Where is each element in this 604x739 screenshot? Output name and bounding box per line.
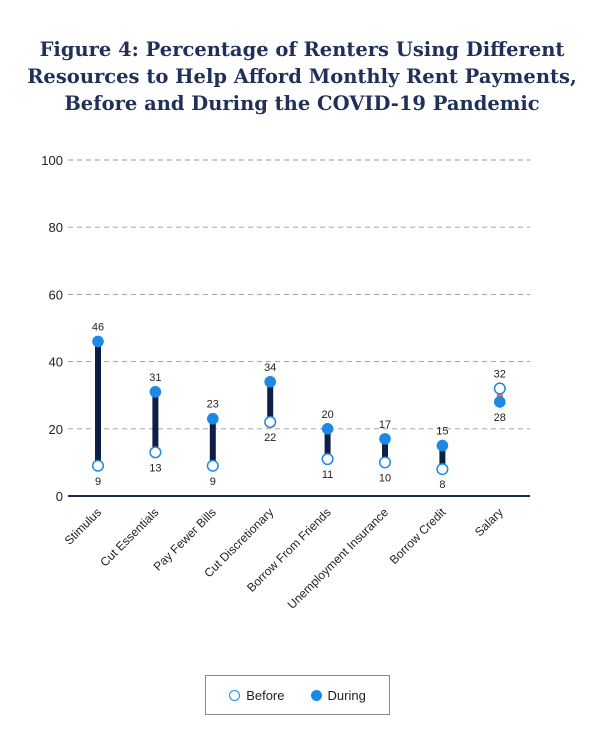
before-point (378, 456, 392, 469)
x-tick-label: Borrow Credit (387, 505, 449, 567)
during-point (207, 412, 219, 425)
data-label: 32 (494, 368, 506, 380)
x-tick-label: Unemployment Insurance (285, 505, 392, 612)
legend: Before During (205, 675, 390, 715)
y-tick-label: 80 (49, 220, 63, 235)
x-tick-label: Stimulus (62, 505, 104, 547)
during-marker-icon (310, 689, 322, 701)
data-label: 31 (149, 372, 161, 384)
data-label: 15 (436, 426, 448, 438)
legend-label-during: During (327, 687, 366, 703)
before-point (149, 446, 162, 459)
chart-title: Figure 4: Percentage of Renters Using Di… (0, 36, 604, 117)
y-tick-label: 100 (41, 153, 63, 168)
before-point (264, 416, 277, 429)
data-label: 9 (95, 476, 101, 488)
before-marker-icon (229, 689, 241, 701)
during-point (436, 439, 449, 452)
data-label: 23 (207, 399, 219, 411)
x-tick-label: Cut Essentials (97, 505, 161, 569)
y-tick-label: 60 (49, 287, 63, 302)
before-point (206, 459, 219, 472)
legend-item-before: Before (229, 687, 285, 703)
data-label: 9 (210, 476, 216, 488)
before-point (91, 459, 105, 472)
x-tick-label: Salary (472, 505, 506, 539)
data-label: 11 (322, 469, 333, 481)
legend-item-during: During (310, 687, 366, 703)
data-label: 46 (92, 321, 104, 333)
during-point (494, 396, 506, 408)
data-label: 10 (379, 472, 391, 484)
during-point (92, 335, 104, 348)
data-label: 13 (149, 462, 161, 474)
title-line-3: Before and During the COVID-19 Pandemic (64, 92, 540, 115)
data-label: 22 (264, 432, 276, 444)
data-label: 17 (379, 419, 391, 431)
data-label: 20 (321, 409, 333, 421)
during-point (149, 386, 162, 398)
legend-label-before: Before (246, 687, 285, 703)
chart-area: 0 20 40 60 80 100 46 9 Stimulus 31 13 Cut Essential… (41, 153, 530, 612)
before-point (493, 382, 506, 395)
data-label: 8 (439, 479, 445, 491)
data-label: 28 (494, 412, 506, 424)
during-point (264, 375, 277, 388)
before-point (321, 452, 334, 466)
y-tick-label: 0 (56, 489, 63, 504)
title-line-2: Resources to Help Afford Monthly Rent Pa… (27, 65, 577, 88)
before-point (436, 463, 449, 476)
y-tick-label: 20 (49, 422, 63, 437)
data-label: 34 (264, 362, 276, 374)
title-line-1: Figure 4: Percentage of Renters Using Di… (39, 38, 565, 61)
during-point (379, 433, 391, 445)
during-point (321, 423, 334, 435)
y-tick-label: 40 (49, 355, 63, 370)
